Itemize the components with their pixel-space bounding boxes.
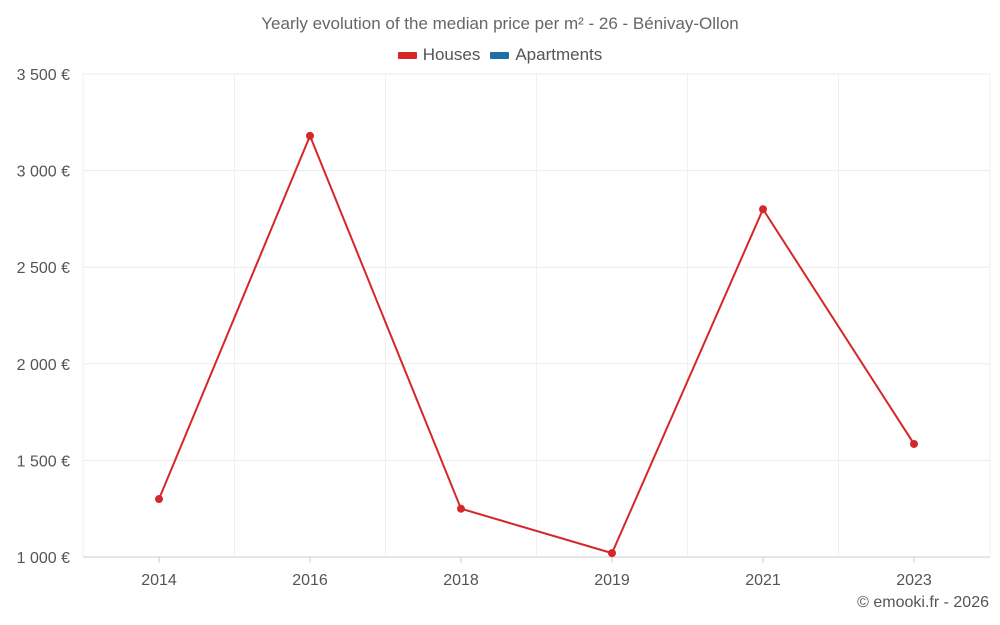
x-tick-label: 2018 (443, 572, 479, 589)
data-point-houses[interactable] (155, 495, 163, 504)
data-point-houses[interactable] (759, 205, 767, 214)
x-tick-label: 2014 (141, 572, 177, 589)
y-tick-label: 2 500 € (17, 260, 70, 277)
credit-text: © emooki.fr - 2026 (857, 594, 989, 611)
series-line-houses (158, 134, 915, 555)
data-point-houses[interactable] (910, 439, 918, 448)
x-tick-label: 2016 (292, 572, 328, 589)
data-point-houses[interactable] (306, 131, 314, 140)
x-tick-label: 2021 (745, 572, 781, 589)
legend: Houses Apartments (0, 45, 1000, 65)
legend-label-houses: Houses (422, 45, 481, 64)
legend-label-apartments: Apartments (515, 45, 603, 64)
data-point-houses[interactable] (608, 549, 616, 558)
legend-swatch-apartments (490, 51, 510, 59)
axes: 1 000 € 1 500 € 2 000 € 2 500 € 3 000 € 3 500… (17, 67, 932, 589)
data-point-houses[interactable] (457, 504, 465, 513)
y-tick-label: 1 000 € (17, 550, 70, 567)
x-tick-label: 2023 (896, 572, 932, 589)
legend-item-apartments[interactable]: Apartments (490, 45, 602, 65)
y-tick-label: 3 000 € (17, 164, 70, 181)
y-tick-label: 2 000 € (17, 357, 70, 374)
y-tick-label: 1 500 € (17, 453, 70, 470)
chart-title: Yearly evolution of the median price per… (261, 14, 739, 33)
grid (82, 73, 991, 558)
x-tick-label: 2019 (594, 572, 630, 589)
legend-swatch-houses (397, 51, 417, 59)
legend-item-houses[interactable]: Houses (397, 45, 481, 65)
y-tick-label: 3 500 € (17, 67, 70, 84)
series (155, 131, 918, 558)
